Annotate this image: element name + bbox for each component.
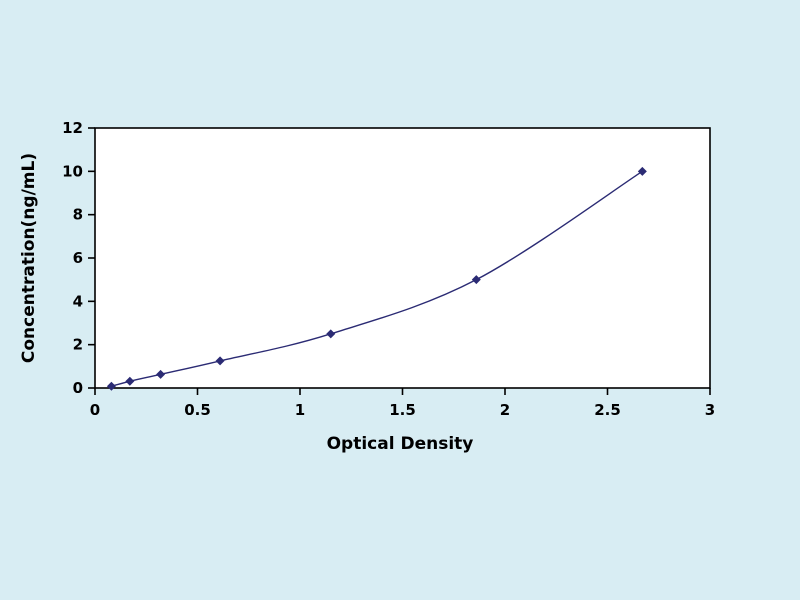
x-tick-label: 2 — [500, 401, 510, 419]
x-tick-label: 2.5 — [594, 401, 621, 419]
y-tick-label: 0 — [73, 379, 83, 397]
data-point-marker — [156, 369, 166, 379]
plot-area — [95, 128, 710, 388]
y-tick-label: 4 — [73, 292, 83, 310]
data-point-marker — [471, 275, 481, 285]
y-tick-label: 6 — [73, 249, 83, 267]
x-tick-label: 0 — [90, 401, 100, 419]
y-tick-label: 2 — [73, 336, 83, 354]
x-tick-label: 1 — [295, 401, 305, 419]
y-tick-label: 8 — [73, 206, 83, 224]
y-tick-label: 12 — [62, 119, 83, 137]
x-tick-label: 1.5 — [389, 401, 416, 419]
data-point-marker — [215, 356, 225, 366]
x-tick-label: 3 — [705, 401, 715, 419]
y-tick-label: 10 — [62, 162, 83, 180]
y-axis-label: Concentration(ng/mL) — [19, 153, 39, 363]
data-point-marker — [637, 166, 647, 176]
series-line-standard-curve — [111, 170, 643, 387]
data-point-marker — [106, 381, 116, 391]
x-axis-label: Optical Density — [327, 434, 474, 454]
x-tick-label: 0.5 — [184, 401, 211, 419]
data-point-marker — [326, 329, 336, 339]
data-point-marker — [125, 376, 135, 386]
plot-group: 0 0.5 1 1.5 2 2.5 3 0 2 4 6 8 10 12 — [62, 119, 715, 419]
